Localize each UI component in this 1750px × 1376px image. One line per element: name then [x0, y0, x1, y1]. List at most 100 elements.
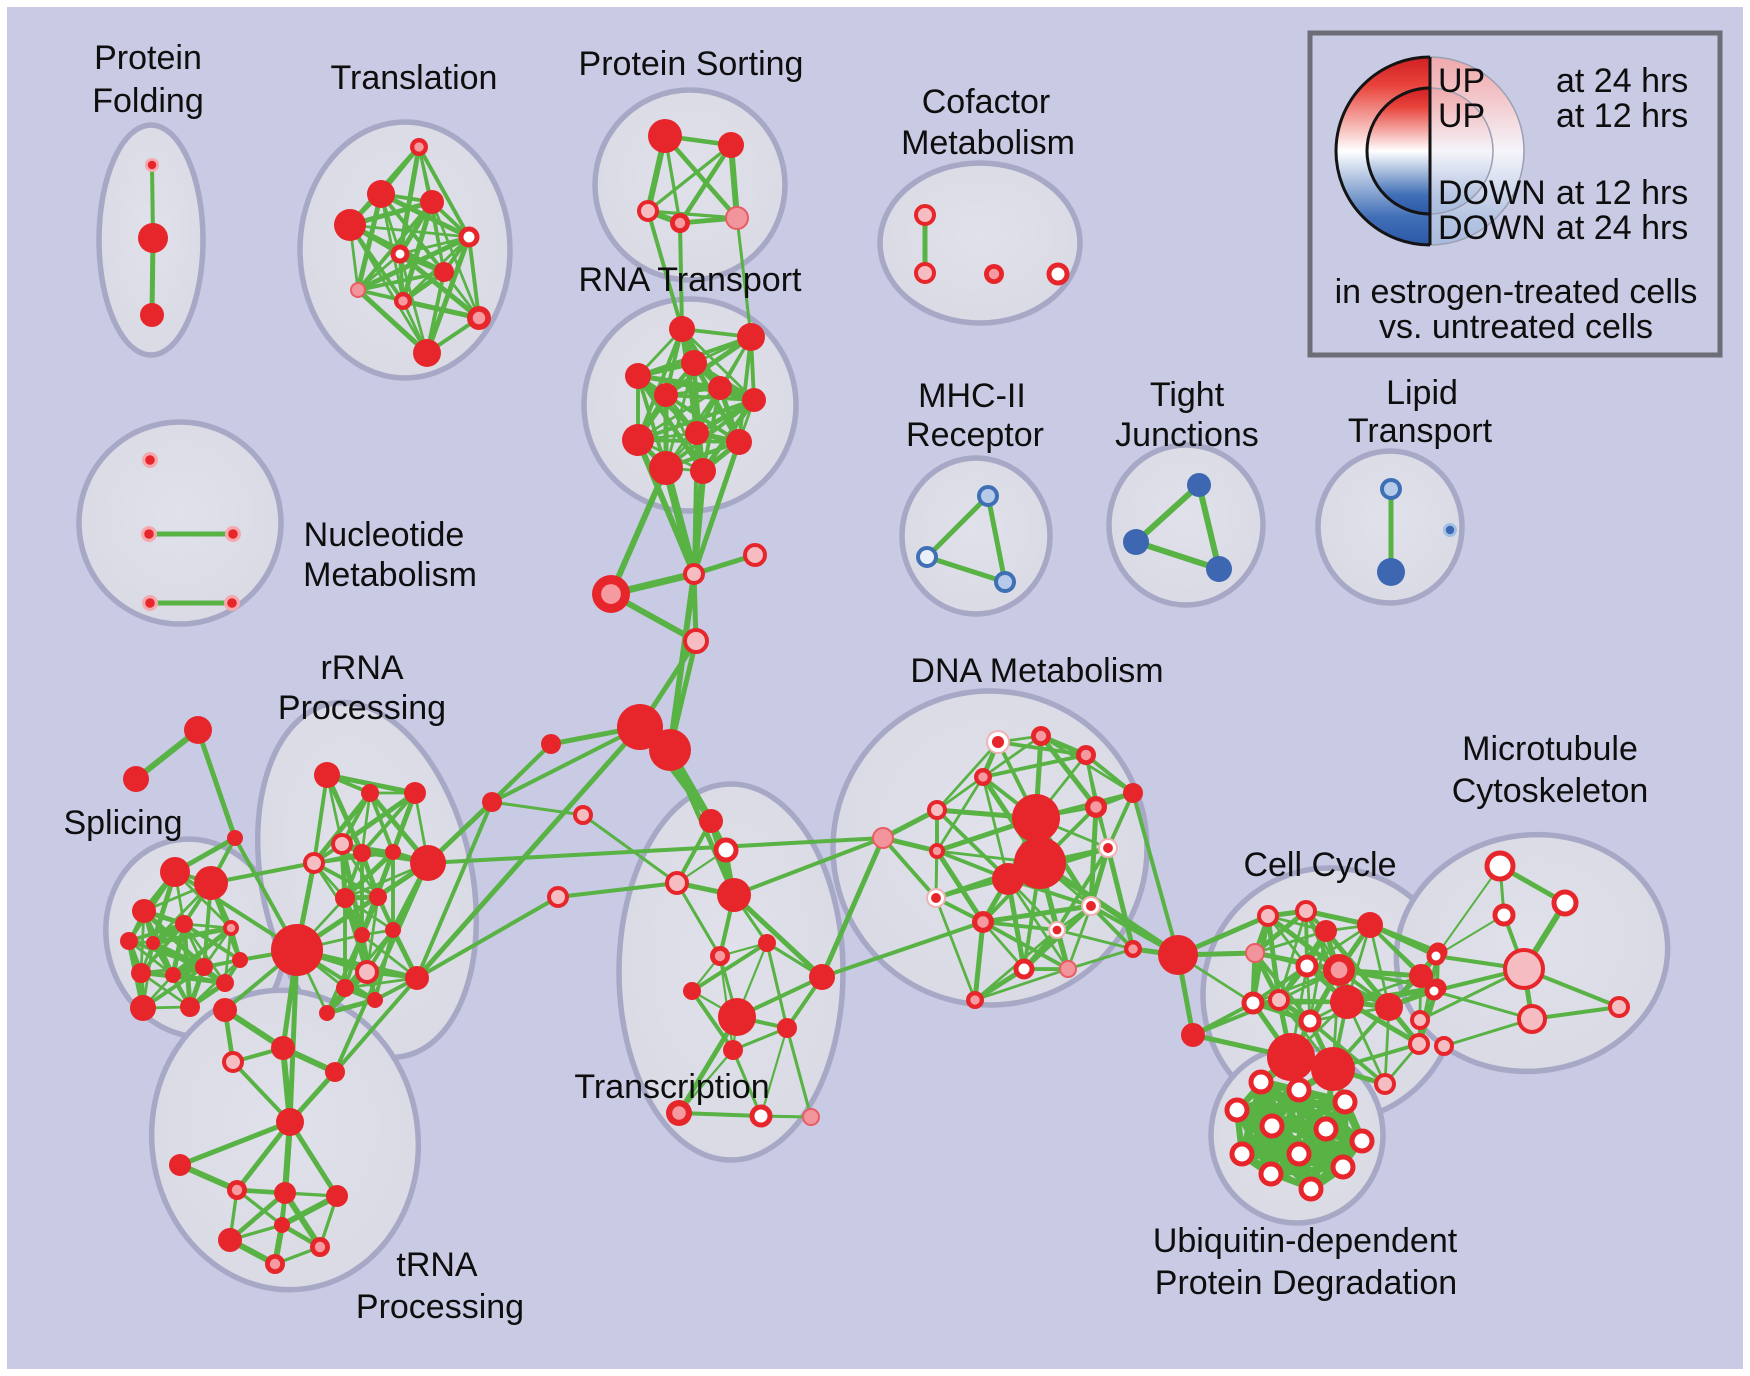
- edge: [692, 431, 699, 576]
- gene-node: [131, 963, 151, 983]
- gene-node: [1298, 1009, 1322, 1033]
- gene-node-core: [145, 455, 155, 465]
- gene-node-core: [1080, 749, 1092, 761]
- edge: [608, 465, 669, 597]
- gene-node: [120, 932, 138, 950]
- gene-node: [914, 262, 936, 284]
- gene-node: [1357, 912, 1383, 938]
- cluster-label-protein_folding: Folding: [92, 82, 204, 120]
- gene-node: [369, 888, 387, 906]
- cluster-labels: Protein Folding Translation Protein Sorting…: [63, 39, 1648, 1326]
- gene-node: [654, 383, 678, 407]
- gene-node: [1181, 1023, 1205, 1047]
- gene-node: [326, 1185, 348, 1207]
- gene-node: [1349, 1128, 1375, 1154]
- edge: [287, 1119, 340, 1199]
- gene-node-core: [231, 1184, 243, 1196]
- gene-node: [541, 734, 561, 754]
- gene-node-core: [145, 598, 155, 608]
- edge: [675, 881, 722, 958]
- edge: [177, 1119, 293, 1168]
- gene-node: [140, 303, 164, 327]
- edge: [343, 976, 419, 990]
- edge: [312, 773, 329, 865]
- gene-node: [325, 1062, 345, 1082]
- edge: [735, 216, 753, 339]
- gene-node: [123, 766, 149, 792]
- edge: [490, 800, 585, 817]
- gene-node: [699, 809, 723, 833]
- edge: [339, 790, 418, 847]
- edge: [819, 835, 886, 980]
- gene-node: [138, 223, 168, 253]
- gene-node: [1517, 1004, 1547, 1034]
- gene-node-core: [1090, 801, 1102, 813]
- gene-node: [648, 119, 682, 153]
- edge: [324, 772, 365, 856]
- edge: [731, 892, 825, 980]
- gene-node: [649, 451, 683, 485]
- edge: [426, 836, 885, 865]
- cluster-ellipse-nucleotide: [76, 419, 284, 627]
- gene-node: [222, 1051, 244, 1073]
- gene-node: [916, 546, 938, 568]
- gene-node: [195, 958, 213, 976]
- cluster-label-microtubule: Microtubule: [1462, 730, 1638, 768]
- edge: [227, 1190, 288, 1243]
- gene-node: [335, 888, 355, 908]
- gene-node: [1503, 948, 1545, 990]
- edge: [981, 920, 1070, 971]
- gene-node-core: [228, 529, 238, 539]
- edge: [1037, 860, 1181, 958]
- edge: [1006, 877, 1070, 971]
- gene-node-core: [1052, 925, 1062, 935]
- edge: [430, 200, 481, 320]
- edge: [415, 895, 560, 980]
- gene-node: [334, 209, 366, 241]
- gene-node: [132, 899, 156, 923]
- edge: [1253, 951, 1312, 1023]
- gene-node: [914, 204, 936, 226]
- gene-node-core: [672, 1106, 686, 1120]
- gene-node: [547, 886, 569, 908]
- gene-node: [622, 424, 654, 456]
- gene-node: [1206, 556, 1232, 582]
- gene-node-core: [674, 217, 686, 229]
- edge: [325, 933, 364, 1015]
- cluster-label-microtubule: Cytoskeleton: [1452, 772, 1649, 810]
- edge: [1084, 753, 1135, 795]
- edge: [701, 386, 722, 473]
- edge: [467, 235, 481, 320]
- edge: [234, 1119, 293, 1193]
- edge: [691, 439, 742, 577]
- gene-node-core: [714, 950, 726, 962]
- gene-node-core: [1445, 525, 1455, 535]
- gene-node: [1224, 1097, 1250, 1123]
- gene-node: [681, 350, 707, 376]
- gene-node: [218, 1228, 242, 1252]
- gene-node-core: [988, 268, 1000, 280]
- gene-node-core: [1103, 843, 1113, 853]
- gene-node-core: [144, 529, 154, 539]
- edge: [1133, 539, 1222, 572]
- gene-node: [708, 376, 732, 400]
- gene-node: [625, 363, 651, 389]
- edge: [1088, 804, 1099, 909]
- edge: [680, 327, 756, 402]
- cluster-label-nucleotide: Metabolism: [303, 556, 477, 594]
- edge: [1106, 791, 1135, 850]
- gene-node: [1229, 1141, 1255, 1167]
- gene-node: [146, 936, 160, 950]
- legend-caption: in estrogen-treated cells: [1335, 273, 1698, 311]
- gene-node: [458, 226, 480, 248]
- edge: [935, 740, 1000, 812]
- gene-node-core: [147, 160, 157, 170]
- edge: [1055, 928, 1135, 951]
- edge: [972, 919, 986, 1003]
- edge: [1133, 482, 1202, 545]
- gene-node: [213, 998, 237, 1022]
- gene-node: [669, 316, 695, 342]
- gene-node: [777, 1018, 797, 1038]
- gene-node: [390, 244, 410, 264]
- cluster-label-ubiquitin: Ubiquitin-dependent: [1153, 1222, 1458, 1260]
